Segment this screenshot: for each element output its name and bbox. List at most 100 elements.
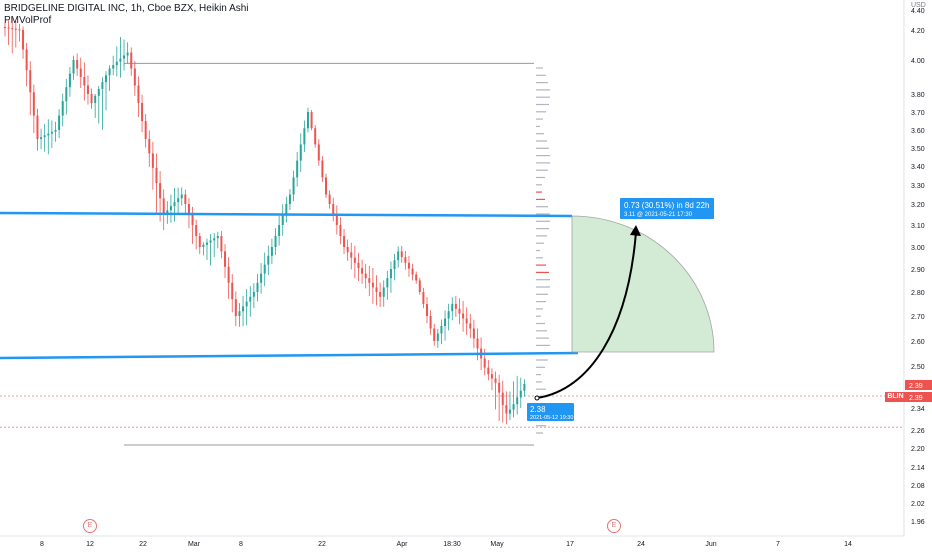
- candle-body: [274, 236, 277, 247]
- candle-body: [90, 94, 93, 103]
- price-tick-label: 4.40: [911, 8, 925, 15]
- candle-body: [249, 296, 252, 302]
- candle-body: [519, 390, 522, 398]
- price-tick-label: 3.70: [911, 110, 925, 117]
- candle-body: [332, 204, 335, 215]
- price-tick-label: 2.02: [911, 501, 925, 508]
- candle-body: [54, 130, 57, 132]
- time-tick-label: 8: [239, 541, 243, 548]
- candle-body: [14, 28, 17, 30]
- symbol-price-axis-tag: [905, 392, 932, 402]
- time-tick-label: 12: [86, 541, 94, 548]
- candle-body: [198, 236, 201, 247]
- candle-body: [108, 68, 111, 76]
- candle-body: [303, 128, 306, 145]
- candle-body: [209, 240, 212, 243]
- candle-body: [173, 202, 176, 207]
- symbol-price-axis-value: 2.39: [909, 395, 923, 402]
- candle-body: [18, 29, 21, 31]
- price-tick-label: 3.10: [911, 223, 925, 230]
- candle-body: [299, 144, 302, 161]
- price-tick-label: 3.50: [911, 146, 925, 153]
- time-tick-label: May: [490, 541, 504, 548]
- candle-body: [498, 382, 501, 393]
- candle-body: [119, 58, 122, 62]
- candle-body: [389, 269, 392, 279]
- candle-body: [115, 61, 118, 66]
- time-tick-label: Mar: [188, 541, 201, 548]
- candle-body: [407, 262, 410, 269]
- price-tick-label: 2.70: [911, 314, 925, 321]
- price-tick-label: 3.00: [911, 245, 925, 252]
- candle-body: [252, 292, 255, 297]
- candle-body: [11, 28, 14, 30]
- earnings-badge[interactable]: E: [83, 519, 97, 533]
- candle-body: [195, 225, 198, 236]
- candle-body: [256, 282, 259, 292]
- candle-body: [346, 247, 349, 253]
- candle-body: [130, 52, 133, 69]
- candle-body: [469, 323, 472, 329]
- candle-body: [123, 55, 126, 59]
- indicator-label: PMVolProf: [4, 15, 52, 26]
- time-tick-label: 8: [40, 541, 44, 548]
- price-tick-label: 2.60: [911, 339, 925, 346]
- candle-body: [375, 287, 378, 292]
- candle-body: [343, 236, 346, 247]
- candle-body: [501, 392, 504, 406]
- candle-body: [65, 87, 68, 102]
- candle-body: [281, 214, 284, 225]
- candle-body: [177, 198, 180, 203]
- candle-body: [382, 287, 385, 297]
- price-tick-label: 2.26: [911, 428, 925, 435]
- candle-body: [191, 214, 194, 225]
- price-tick-label: 2.50: [911, 364, 925, 371]
- candle-body: [213, 238, 216, 241]
- candle-body: [216, 236, 219, 239]
- candle-body: [404, 257, 407, 263]
- earnings-badge[interactable]: E: [607, 519, 621, 533]
- price-tick-label: 2.20: [911, 446, 925, 453]
- candle-body: [516, 397, 519, 405]
- projection-curve: [536, 231, 637, 399]
- projection-end-label-main: 0.73 (30.51%) in 8d 22h: [624, 201, 709, 210]
- candle-body: [458, 308, 461, 314]
- candle-body: [353, 257, 356, 263]
- price-tick-label: 1.96: [911, 519, 925, 526]
- candle-body: [79, 68, 82, 77]
- candle-body: [462, 313, 465, 319]
- candle-body: [314, 128, 317, 145]
- candle-body: [32, 92, 35, 116]
- candle-body: [94, 95, 97, 103]
- price-tick-label: 2.34: [911, 406, 925, 413]
- candle-body: [155, 167, 158, 184]
- price-tick-label: 3.60: [911, 128, 925, 135]
- candle-body: [260, 273, 263, 283]
- candle-body: [126, 52, 129, 56]
- candle-body: [148, 139, 151, 154]
- projection-start-dot: [534, 395, 540, 401]
- candle-body: [25, 49, 28, 71]
- price-tick-label: 2.08: [911, 483, 925, 490]
- candle-body: [166, 210, 169, 215]
- candle-body: [505, 405, 508, 414]
- candle-body: [393, 260, 396, 269]
- candle-body: [36, 115, 39, 139]
- candle-body: [83, 77, 86, 86]
- candle-body: [368, 278, 371, 283]
- candle-body: [288, 194, 291, 204]
- candle-body: [328, 194, 331, 204]
- price-tick-label: 3.30: [911, 183, 925, 190]
- candle-body: [133, 68, 136, 86]
- candle-body: [418, 280, 421, 292]
- candle-body: [487, 367, 490, 375]
- candle-body: [267, 255, 270, 265]
- candle-body: [238, 311, 241, 316]
- candle-body: [242, 306, 245, 312]
- candle-body: [476, 338, 479, 349]
- candle-body: [7, 27, 10, 29]
- candle-body: [321, 160, 324, 178]
- candle-body: [397, 251, 400, 261]
